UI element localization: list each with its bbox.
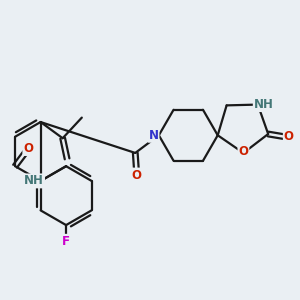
Text: O: O [23, 142, 33, 155]
Text: F: F [62, 235, 70, 248]
Text: O: O [238, 145, 248, 158]
Text: N: N [148, 129, 158, 142]
Text: NH: NH [254, 98, 274, 111]
Text: O: O [132, 169, 142, 182]
Text: NH: NH [24, 174, 44, 188]
Text: O: O [284, 130, 294, 143]
